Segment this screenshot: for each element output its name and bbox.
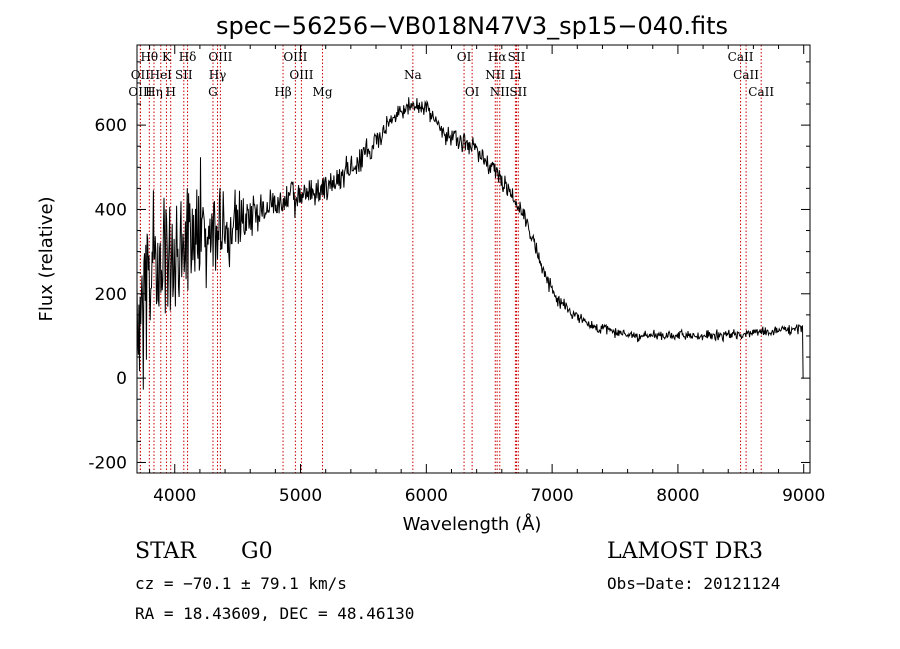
redshift-velocity: cz = −70.1 ± 79.1 km/s [135,574,347,593]
line-label: CaII [733,68,759,82]
plot-frame [136,44,811,474]
line-label: NII [485,68,505,82]
line-label: OIII [283,50,307,64]
line-label: Li [509,68,521,82]
line-markers [139,45,762,473]
line-label: K [162,50,172,64]
x-tick-label: 4000 [153,486,196,506]
observation-date: Obs−Date: 20121124 [607,574,781,593]
y-axis-ticks: -200 0 200 400 600 [88,61,810,473]
line-label: CaII [728,50,754,64]
line-label: Hγ [209,68,227,82]
line-label: OI [457,50,472,64]
x-axis-label: Wavelength (Å) [403,513,542,535]
spectrum-line [136,97,804,390]
line-label: G [208,85,218,99]
line-label: OII [131,68,151,82]
x-tick-label: 5000 [279,486,322,506]
y-axis-label: Flux (relative) [36,196,57,321]
line-label: Hθ [140,50,158,64]
line-label: H [165,85,175,99]
y-tick-label: 0 [116,369,127,389]
object-class: STAR [135,539,196,564]
line-label: Na [404,68,422,82]
x-axis-ticks: 4000 5000 6000 7000 8000 9000 [149,45,825,506]
line-label: Hα [488,50,507,64]
line-label: SII [509,85,527,99]
line-label: NII [490,85,510,99]
line-label: HeI [150,68,173,82]
survey-name: LAMOST DR3 [607,539,763,564]
line-label: Mg [313,85,333,99]
line-label: CaII [748,85,774,99]
coordinates: RA = 18.43609, DEC = 48.46130 [135,604,415,623]
x-tick-label: 7000 [530,486,573,506]
x-tick-label: 9000 [782,486,825,506]
line-label: Hβ [274,85,291,99]
line-label: Hη [145,85,163,99]
line-label: OI [465,85,480,99]
x-tick-label: 6000 [405,486,448,506]
line-label: SII [175,68,193,82]
y-tick-label: -200 [88,453,127,473]
line-label: Hδ [179,50,197,64]
y-tick-label: 200 [95,285,127,305]
chart-title: spec−56256−VB018N47V3_sp15−040.fits [216,12,728,40]
y-tick-label: 600 [95,116,127,136]
x-tick-label: 8000 [656,486,699,506]
line-label: OIII [128,85,152,99]
line-label: OIII [208,50,232,64]
y-tick-label: 400 [95,200,127,220]
line-label: SII [508,50,526,64]
line-label: OIII [289,68,313,82]
object-subclass: G0 [241,539,273,564]
